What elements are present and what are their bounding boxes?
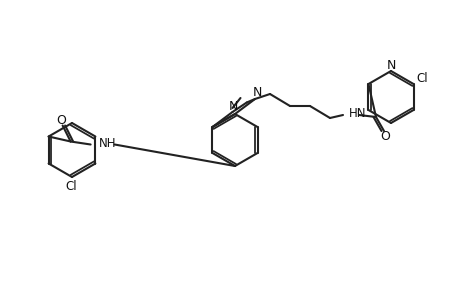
Text: N: N [386, 58, 395, 71]
Text: N: N [252, 85, 261, 98]
Text: Cl: Cl [415, 71, 427, 85]
Text: N: N [228, 100, 238, 112]
Text: O: O [56, 114, 67, 127]
Text: Cl: Cl [65, 181, 77, 194]
Text: NH: NH [98, 137, 116, 150]
Text: O: O [379, 130, 389, 142]
Text: HN: HN [348, 106, 366, 119]
